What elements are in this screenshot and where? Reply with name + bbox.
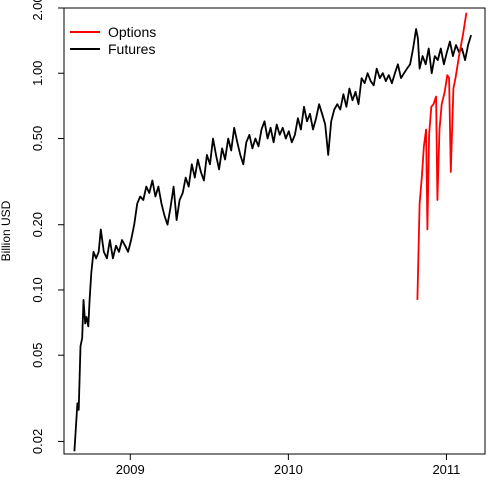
- x-tick-label: 2011: [432, 462, 460, 477]
- y-axis: 0.02 0.05 0.10 0.20 0.50 1.00 2.00: [30, 0, 64, 454]
- x-tick-label: 2009: [116, 462, 145, 477]
- legend-label-futures: Futures: [108, 41, 155, 57]
- y-axis-label: Billion USD: [0, 200, 13, 261]
- plot-frame: [63, 7, 486, 455]
- y-tick-label: 0.05: [30, 343, 45, 368]
- series-line-options: [416, 12, 468, 300]
- series-line-futures: [73, 28, 472, 452]
- y-tick-label: 0.50: [30, 126, 45, 151]
- y-tick-label: 1.00: [30, 61, 45, 86]
- y-tick-label: 0.20: [30, 212, 45, 237]
- y-tick-label: 0.10: [30, 277, 45, 302]
- series-layer: [73, 12, 472, 452]
- y-tick-label: 0.02: [30, 429, 45, 454]
- x-tick-label: 2010: [274, 462, 303, 477]
- legend-label-options: Options: [108, 24, 156, 40]
- y-tick-label: 2.00: [30, 0, 45, 21]
- x-axis: 2009 2010 2011: [116, 454, 460, 477]
